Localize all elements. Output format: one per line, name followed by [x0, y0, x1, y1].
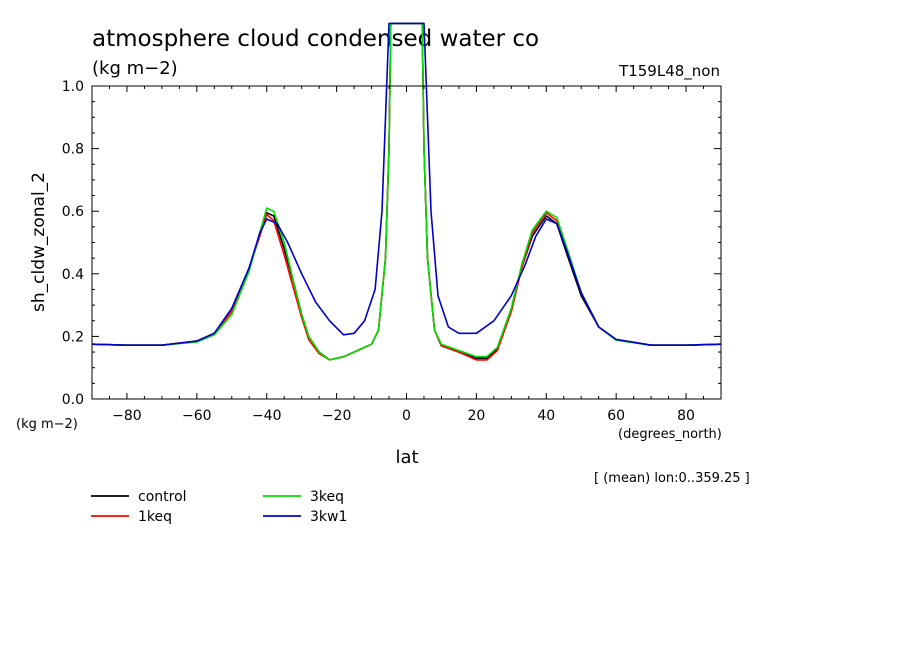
legend-label: control	[138, 489, 187, 505]
title-units: (kg m−2)	[92, 58, 178, 79]
y-tick-label: 1.0	[62, 79, 84, 95]
legend-item-3kw1: 3kw1	[263, 509, 347, 525]
legend-label: 1keq	[138, 509, 172, 525]
plot-frame	[91, 85, 722, 400]
tick-layer: −80 −60 −40 −20 0 20 40 60 80 0.0 0.2 0.4 0.6 0.8 1.0	[62, 79, 722, 424]
chart-title: atmosphere cloud condensed water co	[92, 26, 539, 52]
y-axis-label: sh_cldw_zonal_2	[29, 172, 49, 312]
y-tick-label: 0.6	[62, 204, 84, 220]
x-tick-label: 60	[607, 408, 625, 424]
legend: control 1keq 3keq 3kw1	[91, 489, 347, 525]
x-tick-label: 0	[402, 408, 411, 424]
legend-item-control: control	[91, 489, 187, 505]
x-tick-label: 40	[537, 408, 555, 424]
x-axis-units: (degrees_north)	[618, 427, 722, 442]
series-line-3kw1	[91, 22, 722, 346]
legend-item-1keq: 1keq	[91, 509, 172, 525]
y-tick-label: 0.0	[62, 392, 84, 408]
x-tick-label: 20	[467, 408, 485, 424]
legend-label: 3kw1	[310, 509, 347, 525]
legend-item-3keq: 3keq	[263, 489, 344, 505]
x-tick-label: −40	[252, 408, 282, 424]
run-label: T159L48_non	[618, 62, 720, 81]
x-tick-label: −80	[112, 408, 142, 424]
subset-note: [ (mean) lon:0..359.25 ]	[594, 471, 750, 486]
x-tick-label: −20	[322, 408, 352, 424]
y-tick-label: 0.4	[62, 267, 84, 283]
y-tick-label: 0.2	[62, 329, 84, 345]
x-tick-label: 80	[677, 408, 695, 424]
y-axis-units: (kg m−2)	[16, 417, 78, 432]
y-tick-label: 0.8	[62, 142, 84, 158]
legend-label: 3keq	[310, 489, 344, 505]
x-axis-label: lat	[395, 447, 418, 468]
x-tick-label: −60	[182, 408, 212, 424]
